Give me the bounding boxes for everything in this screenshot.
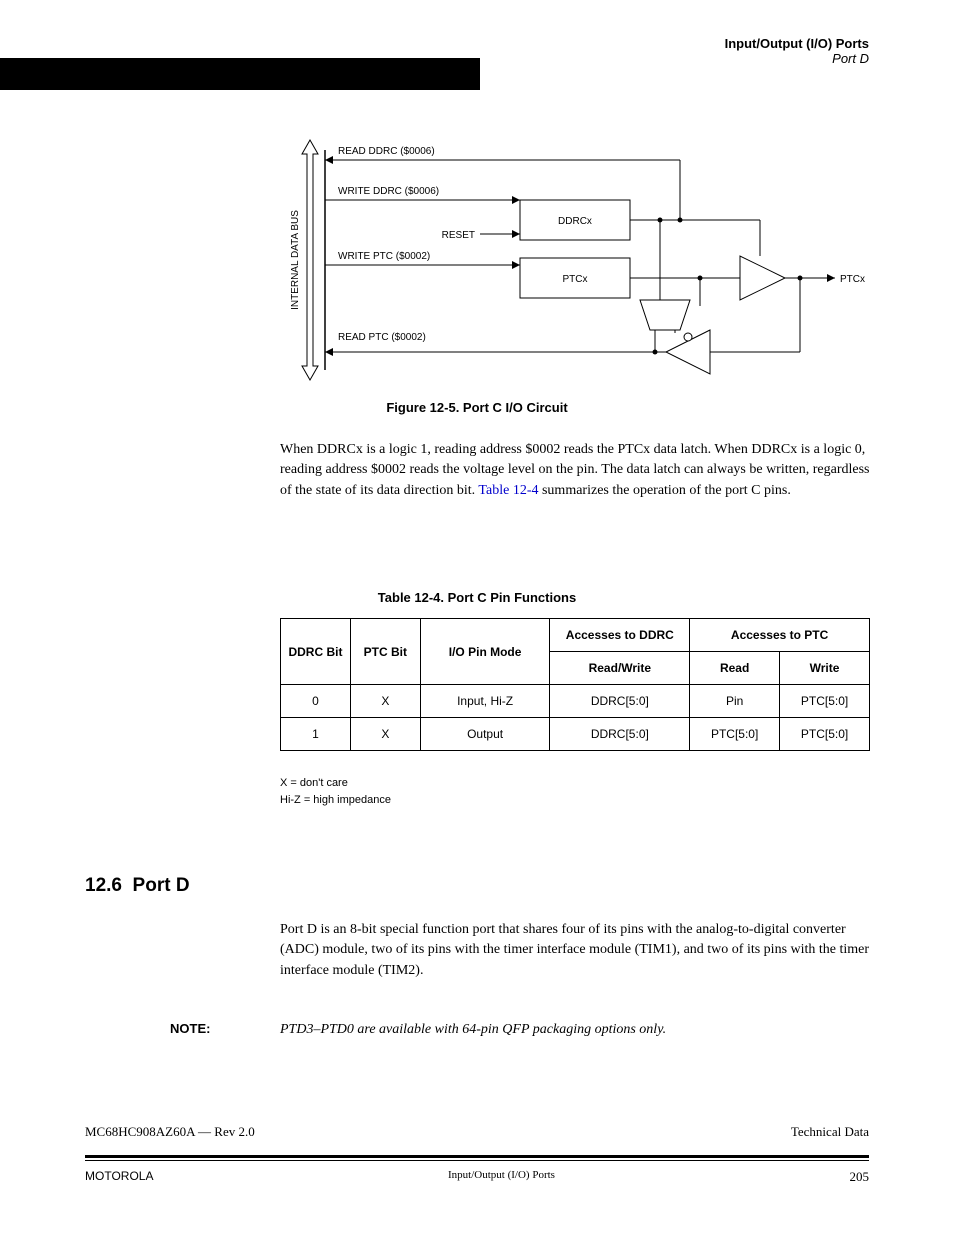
header-subtitle: Port D (725, 51, 869, 66)
cell: PTC[5:0] (780, 685, 870, 718)
bus-label: INTERNAL DATA BUS (290, 210, 301, 310)
cell: X (350, 718, 420, 751)
pin-arrowhead (827, 274, 835, 282)
footnote-1: X = don't care (280, 775, 391, 792)
write-ptc-arrowhead (512, 261, 520, 269)
section-heading: 12.6 Port D (85, 875, 190, 897)
figure-caption: Figure 12-5. Port C I/O Circuit (0, 400, 954, 415)
th-ptc: PTC Bit (350, 619, 420, 685)
cell: DDRC[5:0] (550, 685, 690, 718)
cell: PTC[5:0] (780, 718, 870, 751)
footer-left: MOTOROLA (85, 1169, 153, 1185)
write-ptc-label: WRITE PTC ($0002) (338, 251, 430, 262)
page-header: Input/Output (I/O) Ports Port D (725, 36, 869, 66)
th-io: I/O Pin Mode (420, 619, 550, 685)
th-accr: Accesses to PTC (690, 619, 870, 652)
section-text: Port D is an 8-bit special function port… (280, 920, 870, 981)
output-pin-label: PTCx (840, 274, 865, 285)
header-black-bar (0, 58, 480, 90)
read-ptc-label: READ PTC ($0002) (338, 332, 426, 343)
input-buffer-bubble (684, 333, 692, 341)
section-num: 12.6 (85, 875, 122, 896)
read-ddrc-label: READ DDRC ($0006) (338, 146, 435, 157)
output-buffer (740, 256, 785, 300)
table-footnotes: X = don't care Hi-Z = high impedance (280, 775, 391, 808)
footer-rule-thick (85, 1155, 869, 1158)
cell: X (350, 685, 420, 718)
cell: 0 (281, 685, 351, 718)
th-accw: Accesses to DDRC (550, 619, 690, 652)
cell: PTC[5:0] (690, 718, 780, 751)
section-title: Port D (133, 875, 190, 896)
note-label: NOTE: (170, 1021, 210, 1036)
write-ddrc-arrowhead (512, 196, 520, 204)
sel-trap (640, 300, 690, 330)
th-write: Write (780, 652, 870, 685)
footer-rule-thin (85, 1160, 869, 1161)
read-ddrc-arrowhead (325, 156, 333, 164)
page: Input/Output (I/O) Ports Port D INTERNAL… (0, 0, 954, 1235)
write-ddrc-label: WRITE DDRC ($0006) (338, 186, 439, 197)
th-read: Read (690, 652, 780, 685)
note-text: PTD3–PTD0 are available with 64-pin QFP … (280, 1020, 870, 1040)
reset-arrowhead (512, 230, 520, 238)
table-header-row-1: DDRC Bit PTC Bit I/O Pin Mode Accesses t… (281, 619, 870, 652)
figure-port-c-io-circuit: INTERNAL DATA BUS READ DDRC ($0006) WRIT… (280, 130, 880, 390)
node-1b (678, 218, 683, 223)
footer-doc: MC68HC908AZ60A — Rev 2.0 (85, 1124, 255, 1140)
header-title: Input/Output (I/O) Ports (725, 36, 869, 51)
cell: Input, Hi-Z (420, 685, 550, 718)
paragraph-1: When DDRCx is a logic 1, reading address… (280, 440, 870, 501)
table-row: 1 X Output DDRC[5:0] PTC[5:0] PTC[5:0] (281, 718, 870, 751)
bus-arrow (302, 140, 318, 380)
table-title: Table 12-4. Port C Pin Functions (0, 590, 954, 605)
cell: DDRC[5:0] (550, 718, 690, 751)
footer-text-row: MOTOROLA Input/Output (I/O) Ports 205 (85, 1169, 869, 1185)
footer-doc-line: MC68HC908AZ60A — Rev 2.0 Technical Data (85, 1124, 869, 1140)
page-footer: MOTOROLA Input/Output (I/O) Ports 205 (85, 1155, 869, 1185)
footer-mid: Input/Output (I/O) Ports (153, 1169, 849, 1185)
footer-page: 205 (850, 1169, 870, 1185)
para1-tail: summarizes the operation of the port C p… (538, 483, 790, 498)
th-ddrc: DDRC Bit (281, 619, 351, 685)
table-link[interactable]: Table 12-4 (478, 483, 538, 498)
ddrcx-label: DDRCx (558, 216, 592, 227)
note-block: NOTE: (170, 1020, 210, 1038)
ptcx-box-label: PTCx (563, 274, 588, 285)
th-rw: Read/Write (550, 652, 690, 685)
reset-label: RESET (442, 230, 475, 241)
port-c-table: DDRC Bit PTC Bit I/O Pin Mode Accesses t… (280, 618, 870, 751)
footnote-2: Hi-Z = high impedance (280, 792, 391, 809)
cell: Output (420, 718, 550, 751)
footer-type: Technical Data (791, 1124, 869, 1140)
read-ptc-arrowhead (325, 348, 333, 356)
cell: Pin (690, 685, 780, 718)
table-row: 0 X Input, Hi-Z DDRC[5:0] Pin PTC[5:0] (281, 685, 870, 718)
cell: 1 (281, 718, 351, 751)
circuit-diagram-svg: INTERNAL DATA BUS READ DDRC ($0006) WRIT… (280, 130, 880, 390)
